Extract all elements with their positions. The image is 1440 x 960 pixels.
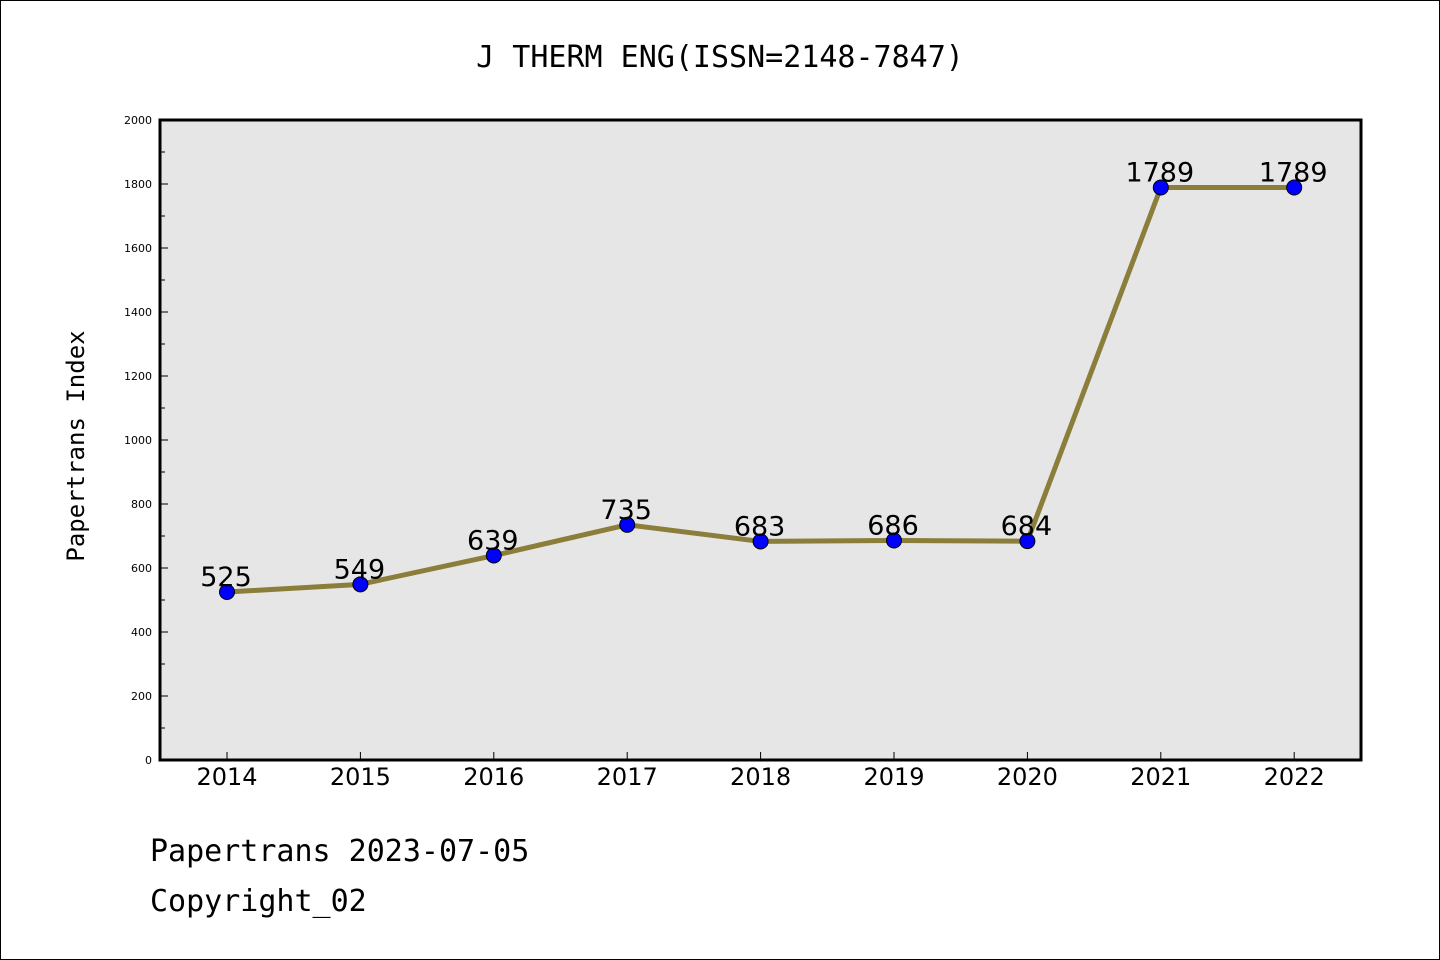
data-point-label: 686	[867, 510, 919, 541]
data-point-label: 639	[467, 526, 519, 557]
data-point-marker	[1152, 179, 1169, 196]
y-tick-label: 1800	[124, 178, 152, 191]
series-markers	[219, 179, 1303, 600]
y-tick-label: 1600	[124, 242, 152, 255]
x-tick-label: 2017	[597, 763, 658, 791]
data-point-marker	[485, 547, 502, 564]
x-tick-label: 2020	[997, 763, 1058, 791]
data-point-marker	[619, 516, 636, 533]
data-point-marker	[886, 532, 902, 549]
x-tick-label: 2018	[730, 763, 791, 791]
x-axis-ticks: 2014 2015 2016 2017 2018 2019 2020 2021 2022	[196, 752, 1325, 791]
data-point-marker	[219, 584, 235, 600]
data-point-marker	[752, 533, 769, 550]
x-tick-label: 2014	[196, 763, 257, 791]
y-axis-label: Papertrans Index	[62, 330, 90, 561]
y-tick-label: 200	[131, 690, 152, 703]
y-tick-label: 800	[131, 498, 152, 511]
x-tick-label: 2022	[1264, 763, 1325, 791]
data-point-marker	[1286, 179, 1303, 196]
chart-title: J THERM ENG(ISSN=2148-7847)	[476, 40, 964, 75]
data-labels: 525 549 639 735 683 686 684 1789 1789	[200, 158, 1327, 593]
y-tick-label: 400	[131, 626, 152, 639]
data-point-label: 683	[734, 511, 786, 542]
x-tick-label: 2019	[863, 763, 924, 791]
x-tick-label: 2021	[1130, 763, 1191, 791]
y-tick-label: 600	[131, 562, 152, 575]
y-tick-label: 1200	[124, 370, 152, 383]
data-point-label: 549	[334, 554, 386, 585]
footer-source: Papertrans 2023-07-05	[150, 834, 530, 869]
y-tick-label: 1000	[124, 434, 152, 447]
footer-copyright: Copyright_02	[150, 884, 367, 919]
x-tick-label: 2016	[463, 763, 524, 791]
data-point-marker	[1019, 533, 1036, 550]
y-tick-label: 2000	[124, 114, 152, 127]
y-tick-label: 0	[145, 754, 152, 767]
data-point-label: 684	[1001, 511, 1053, 542]
x-tick-label: 2015	[330, 763, 391, 791]
data-point-label: 1789	[1125, 158, 1194, 189]
data-point-label: 1789	[1259, 158, 1328, 189]
plot-area	[158, 118, 1363, 762]
data-point-marker	[352, 576, 369, 593]
y-tick-label: 1400	[124, 306, 152, 319]
y-axis-ticks: 0 200 400 600 800 1000 1200 1400 1600 1800 2000	[124, 114, 168, 767]
data-point-label: 525	[200, 562, 252, 593]
data-point-label: 735	[600, 495, 652, 526]
